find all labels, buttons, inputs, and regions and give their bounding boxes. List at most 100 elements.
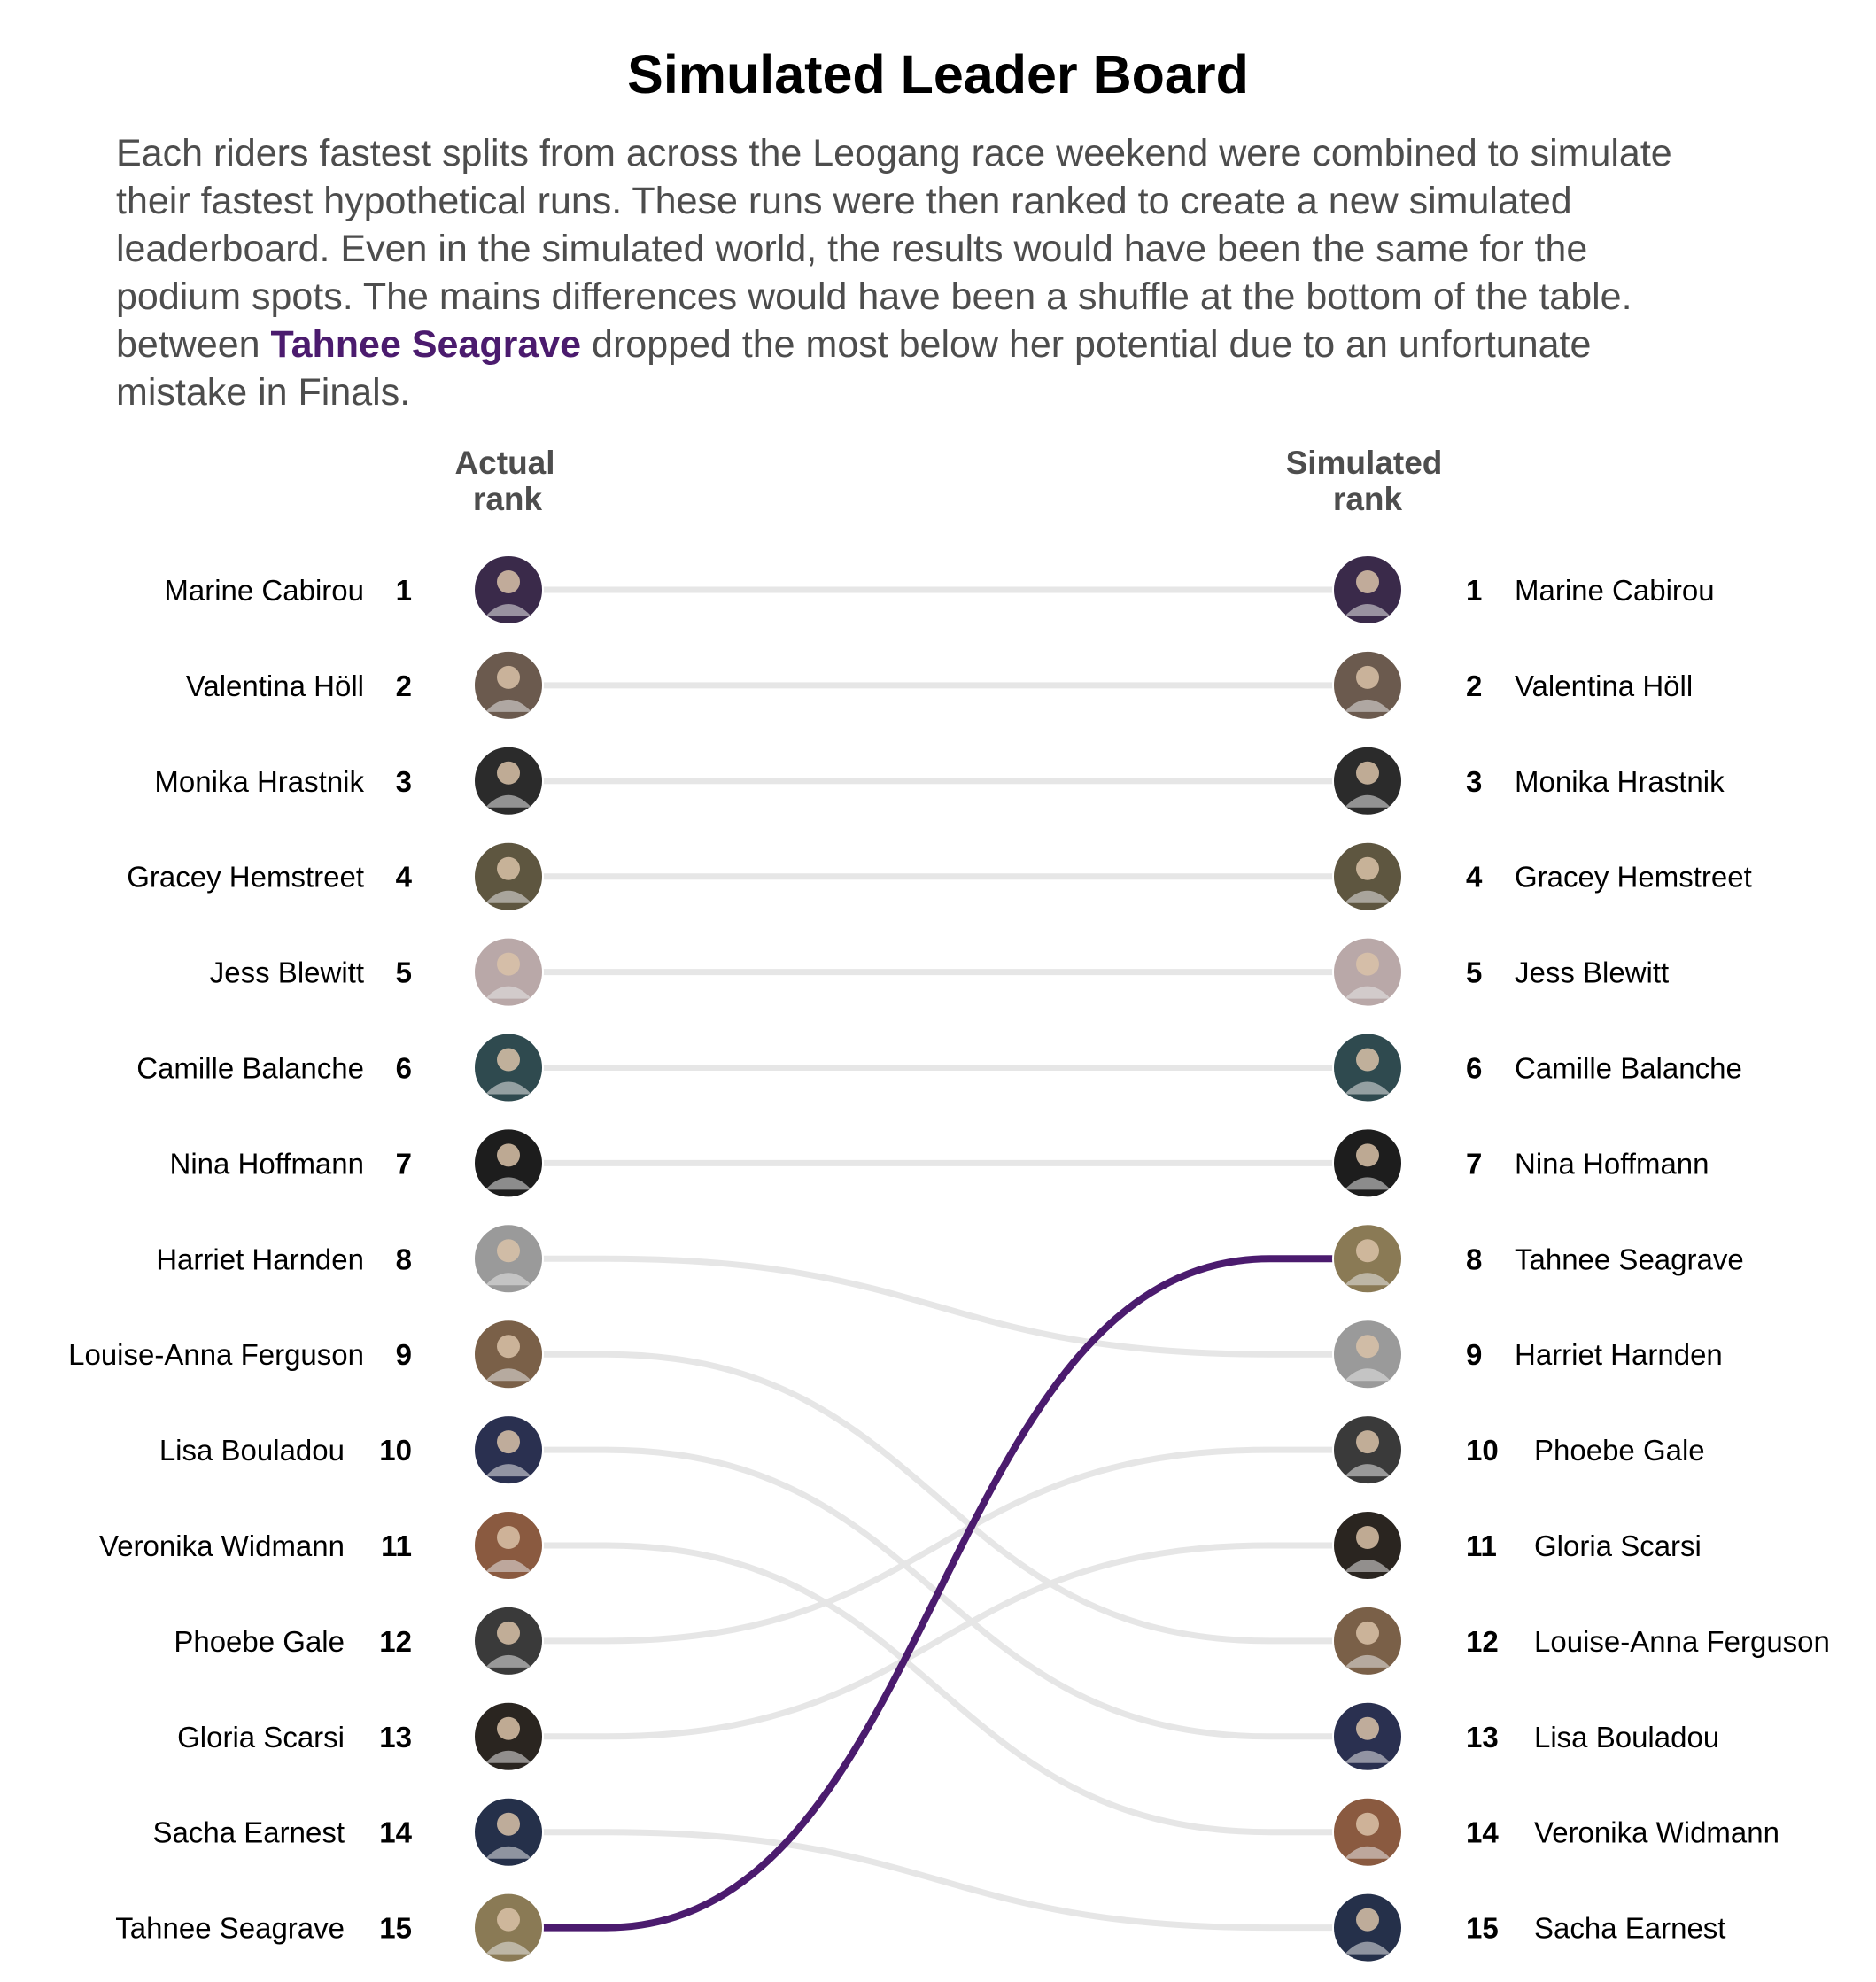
connector-sacha-earnest bbox=[539, 1829, 1337, 1932]
rider-avatar-icon bbox=[1332, 1700, 1403, 1772]
connector-harriet-harnden bbox=[539, 1255, 1337, 1358]
actual-rank-label: 6 bbox=[396, 1052, 412, 1085]
simulated-rank-label: 13 bbox=[1466, 1721, 1499, 1754]
rider-name-right: Louise-Anna Ferguson bbox=[1534, 1625, 1830, 1658]
rider-name-left: Jess Blewitt bbox=[210, 956, 364, 989]
rider-name-right: Camille Balanche bbox=[1515, 1052, 1742, 1085]
rider-avatar-icon bbox=[1332, 1605, 1403, 1676]
rider-avatar-icon bbox=[473, 745, 544, 817]
rider-avatar-icon bbox=[473, 1605, 544, 1676]
rider-name-right: Jess Blewitt bbox=[1515, 956, 1669, 989]
actual-rank-label: 10 bbox=[379, 1434, 412, 1467]
rider-labels: 1 Marine Cabirou 2 Valentina Höll 3 Monika Hr… bbox=[68, 574, 1830, 1945]
rider-name-left: Gracey Hemstreet bbox=[127, 861, 364, 894]
simulated-rank-label: 14 bbox=[1466, 1816, 1499, 1849]
rider-avatar-icon bbox=[1332, 649, 1403, 721]
rider-avatar-icon bbox=[473, 1510, 544, 1581]
actual-rank-header-line-2: rank bbox=[473, 481, 543, 517]
rider-name-left: Phoebe Gale bbox=[174, 1625, 345, 1658]
description-line-4: podium spots. The mains differences woul… bbox=[116, 275, 1632, 318]
simulated-rank-label: 10 bbox=[1466, 1434, 1499, 1467]
actual-rank-label: 9 bbox=[396, 1338, 412, 1371]
rider-name-right: Lisa Bouladou bbox=[1534, 1721, 1719, 1754]
rider-name-left: Veronika Widmann bbox=[99, 1529, 345, 1562]
connector-phoebe-gale bbox=[539, 1446, 1337, 1645]
rider-name-right: Tahnee Seagrave bbox=[1515, 1243, 1744, 1275]
rider-name-right: Harriet Harnden bbox=[1515, 1338, 1723, 1371]
rider-avatar-icon bbox=[473, 1319, 544, 1390]
rank-connectors bbox=[539, 586, 1337, 1932]
description-line-1: Each riders fastest splits from across t… bbox=[116, 132, 1672, 174]
rider-avatar-icon bbox=[1332, 1127, 1403, 1199]
description-line-3: leaderboard. Even in the simulated world… bbox=[116, 228, 1587, 270]
rider-avatar-icon bbox=[1332, 840, 1403, 912]
rider-avatar-icon bbox=[473, 840, 544, 912]
rider-avatar-icon bbox=[473, 1796, 544, 1868]
rider-avatars bbox=[473, 554, 1403, 1963]
simulated-rank-header-line-1: Simulated bbox=[1286, 445, 1443, 481]
rider-avatar-icon bbox=[1332, 1319, 1403, 1390]
rider-name-right: Nina Hoffmann bbox=[1515, 1147, 1709, 1180]
simulated-rank-label: 2 bbox=[1466, 670, 1482, 702]
rider-name-left: Sacha Earnest bbox=[153, 1816, 345, 1849]
simulated-rank-label: 12 bbox=[1466, 1625, 1499, 1658]
actual-rank-label: 8 bbox=[396, 1243, 412, 1275]
highlight-connector-layer bbox=[539, 1255, 1337, 1932]
rider-avatar-icon bbox=[1332, 1223, 1403, 1295]
rider-avatar-icon bbox=[1332, 1510, 1403, 1581]
rider-avatar-icon bbox=[1332, 1892, 1403, 1963]
rider-avatar-icon bbox=[473, 554, 544, 625]
actual-rank-label: 11 bbox=[381, 1529, 412, 1562]
rider-name-right: Monika Hrastnik bbox=[1515, 765, 1725, 798]
rider-name-right: Phoebe Gale bbox=[1534, 1434, 1705, 1467]
actual-rank-label: 1 bbox=[396, 574, 412, 607]
chart-title: Simulated Leader Board bbox=[627, 44, 1249, 105]
description-line-5-start: between bbox=[116, 323, 271, 366]
rider-name-left: Valentina Höll bbox=[186, 670, 364, 702]
rider-name-right: Gracey Hemstreet bbox=[1515, 861, 1752, 894]
simulated-rank-label: 3 bbox=[1466, 765, 1482, 798]
rider-avatar-icon bbox=[1332, 1414, 1403, 1486]
actual-rank-header-line-1: Actual bbox=[454, 445, 554, 481]
rider-avatar-icon bbox=[1332, 745, 1403, 817]
rider-name-left: Lisa Bouladou bbox=[159, 1434, 345, 1467]
rider-avatar-icon bbox=[473, 1414, 544, 1486]
rider-name-right: Gloria Scarsi bbox=[1534, 1529, 1702, 1562]
description-line-2: their fastest hypothetical runs. These r… bbox=[116, 180, 1572, 222]
rider-avatar-icon bbox=[473, 1032, 544, 1103]
rider-avatar-icon bbox=[473, 1892, 544, 1963]
actual-rank-label: 4 bbox=[396, 861, 413, 894]
rider-avatar-icon bbox=[473, 1127, 544, 1199]
rider-name-right: Sacha Earnest bbox=[1534, 1912, 1725, 1945]
simulated-rank-label: 11 bbox=[1466, 1529, 1497, 1562]
actual-rank-label: 7 bbox=[396, 1147, 412, 1180]
actual-rank-label: 15 bbox=[379, 1912, 412, 1945]
simulated-rank-label: 5 bbox=[1466, 956, 1482, 989]
simulated-rank-label: 15 bbox=[1466, 1912, 1499, 1945]
simulated-rank-label: 1 bbox=[1466, 574, 1482, 607]
rider-name-right: Veronika Widmann bbox=[1534, 1816, 1779, 1849]
description-highlight-name: Tahnee Seagrave bbox=[271, 323, 582, 366]
rider-name-left: Gloria Scarsi bbox=[177, 1721, 345, 1754]
rider-name-left: Marine Cabirou bbox=[164, 574, 364, 607]
actual-rank-label: 12 bbox=[379, 1625, 412, 1658]
connector-gloria-scarsi bbox=[539, 1542, 1337, 1740]
actual-rank-label: 5 bbox=[396, 956, 412, 989]
rider-avatar-icon bbox=[1332, 554, 1403, 625]
rider-name-left: Camille Balanche bbox=[136, 1052, 364, 1085]
simulated-rank-header-line-2: rank bbox=[1333, 481, 1403, 517]
actual-rank-label: 14 bbox=[379, 1816, 412, 1849]
rider-name-right: Valentina Höll bbox=[1515, 670, 1693, 702]
description-line-5: between Tahnee Seagrave dropped the most… bbox=[116, 323, 1591, 366]
connector-louise-anna-ferguson bbox=[539, 1351, 1337, 1645]
rider-name-left: Tahnee Seagrave bbox=[115, 1912, 345, 1945]
actual-rank-label: 13 bbox=[379, 1721, 412, 1754]
rider-avatar-icon bbox=[473, 1223, 544, 1295]
connector-veronika-widmann bbox=[539, 1542, 1337, 1836]
actual-rank-label: 2 bbox=[396, 670, 412, 702]
simulated-rank-label: 9 bbox=[1466, 1338, 1482, 1371]
connector-tahnee-seagrave bbox=[539, 1255, 1337, 1932]
simulated-rank-label: 7 bbox=[1466, 1147, 1482, 1180]
rider-name-left: Nina Hoffmann bbox=[169, 1147, 364, 1180]
